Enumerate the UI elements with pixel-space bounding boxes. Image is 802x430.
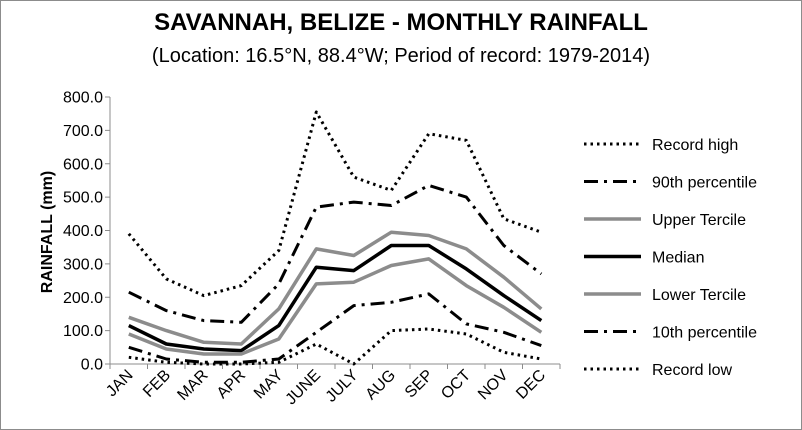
x-tick-label: FEB — [140, 367, 174, 401]
x-tick-label: NOV — [475, 367, 512, 404]
legend-label: Record low — [652, 362, 732, 379]
x-tick-label: SEP — [402, 367, 437, 402]
legend-label: Record high — [652, 137, 738, 154]
series-line-lower-tercile — [128, 257, 543, 356]
y-tick-label: 0.0 — [81, 357, 103, 374]
chart-title: SAVANNAH, BELIZE - MONTHLY RAINFALL — [154, 9, 648, 36]
series-lines — [127, 110, 543, 366]
x-tick-label: DEC — [513, 367, 549, 403]
y-tick-label: 400.0 — [63, 223, 103, 240]
legend-label: Lower Tercile — [652, 287, 746, 304]
x-tick-label: OCT — [438, 367, 474, 403]
x-tick-label: AUG — [363, 367, 400, 404]
series-line-upper-tercile — [128, 230, 543, 346]
y-axis-ticks: 0.0 100.0 200.0 300.0 400.0 500.0 600.0 700.0 80… — [63, 90, 110, 374]
axes — [109, 97, 560, 365]
series-line-median — [128, 243, 543, 353]
series-line-record-high — [127, 110, 542, 298]
y-axis-label: RAINFALL (mm) — [39, 171, 56, 293]
legend: Record high 90th percentile Upper Tercile M… — [584, 137, 757, 379]
series-line-10th-percentile — [128, 292, 542, 364]
legend-label: Upper Tercile — [652, 212, 746, 229]
y-tick-label: 300.0 — [63, 256, 103, 273]
y-tick-label: 200.0 — [63, 290, 103, 307]
legend-label: Median — [652, 250, 704, 267]
legend-label: 10th percentile — [652, 325, 757, 342]
y-tick-label: 800.0 — [63, 90, 103, 107]
y-tick-label: 100.0 — [63, 323, 103, 340]
y-tick-label: 700.0 — [63, 123, 103, 140]
x-tick-label: MAY — [251, 367, 287, 403]
chart-subtitle: (Location: 16.5°N, 88.4°W; Period of rec… — [151, 45, 651, 67]
x-tick-label: JULY — [323, 367, 362, 406]
x-tick-label: JUNE — [283, 367, 325, 409]
y-tick-label: 600.0 — [63, 156, 103, 173]
x-tick-label: APR — [214, 367, 249, 402]
legend-label: 90th percentile — [652, 175, 757, 192]
x-tick-label: JAN — [103, 367, 136, 400]
y-tick-label: 500.0 — [63, 190, 103, 207]
x-tick-label: MAR — [174, 367, 211, 404]
